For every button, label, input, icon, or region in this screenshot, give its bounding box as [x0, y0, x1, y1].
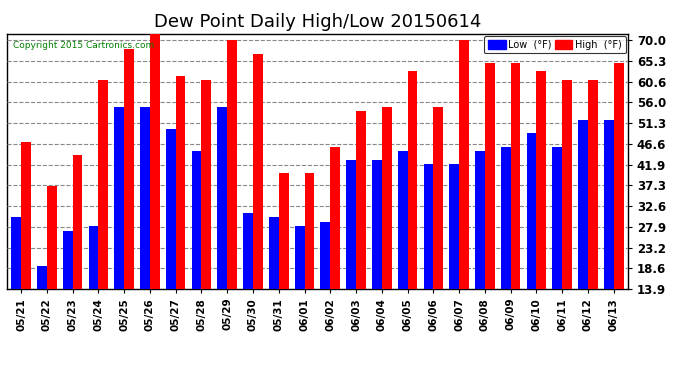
Bar: [331, 147, 340, 289]
Bar: [72, 156, 82, 289]
Bar: [37, 266, 47, 289]
Bar: [21, 142, 31, 289]
Bar: [424, 164, 433, 289]
Bar: [511, 63, 520, 289]
Bar: [11, 217, 21, 289]
Bar: [398, 151, 408, 289]
Bar: [47, 186, 57, 289]
Bar: [304, 173, 315, 289]
Bar: [449, 164, 459, 289]
Bar: [526, 134, 536, 289]
Bar: [613, 63, 624, 289]
Bar: [320, 222, 331, 289]
Bar: [382, 107, 392, 289]
Bar: [408, 71, 417, 289]
Bar: [243, 213, 253, 289]
Bar: [459, 40, 469, 289]
Bar: [372, 160, 382, 289]
Bar: [192, 151, 201, 289]
Bar: [115, 107, 124, 289]
Bar: [588, 80, 598, 289]
Bar: [99, 80, 108, 289]
Bar: [217, 107, 227, 289]
Bar: [253, 54, 263, 289]
Bar: [201, 80, 211, 289]
Bar: [485, 63, 495, 289]
Bar: [604, 120, 613, 289]
Bar: [150, 32, 159, 289]
Text: Copyright 2015 Cartronics.com: Copyright 2015 Cartronics.com: [13, 41, 155, 50]
Bar: [269, 217, 279, 289]
Title: Dew Point Daily High/Low 20150614: Dew Point Daily High/Low 20150614: [154, 13, 481, 31]
Bar: [124, 49, 134, 289]
Legend: Low  (°F), High  (°F): Low (°F), High (°F): [484, 36, 626, 54]
Bar: [562, 80, 572, 289]
Bar: [176, 76, 186, 289]
Bar: [88, 226, 99, 289]
Bar: [501, 147, 511, 289]
Bar: [578, 120, 588, 289]
Bar: [433, 107, 443, 289]
Bar: [346, 160, 356, 289]
Bar: [536, 71, 546, 289]
Bar: [63, 231, 72, 289]
Bar: [475, 151, 485, 289]
Bar: [140, 107, 150, 289]
Bar: [356, 111, 366, 289]
Bar: [279, 173, 288, 289]
Bar: [295, 226, 304, 289]
Bar: [553, 147, 562, 289]
Bar: [227, 40, 237, 289]
Bar: [166, 129, 176, 289]
